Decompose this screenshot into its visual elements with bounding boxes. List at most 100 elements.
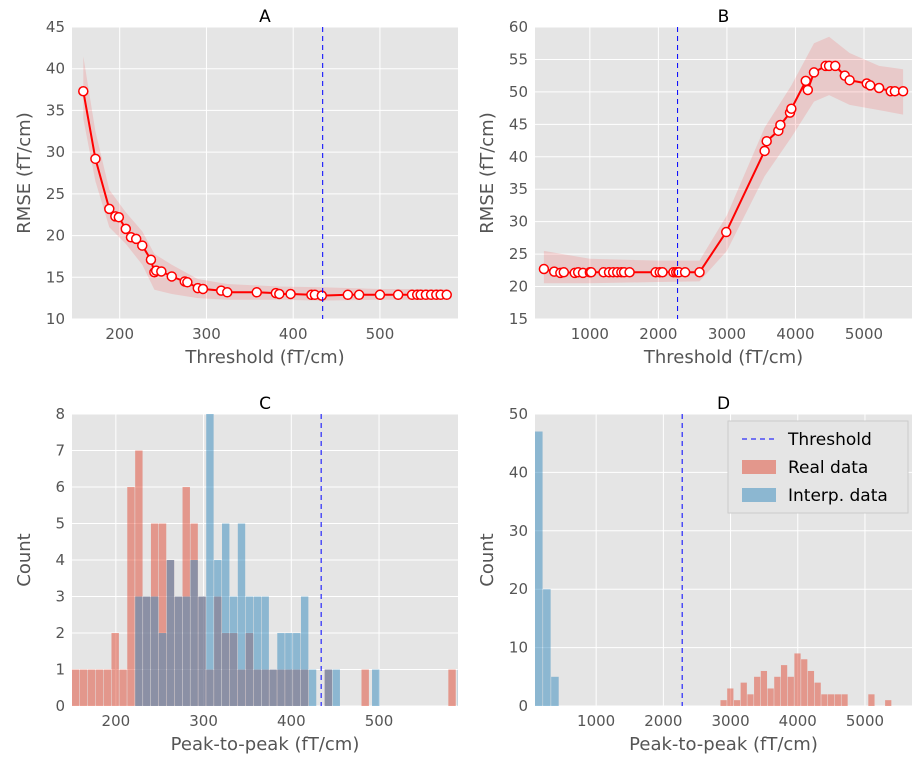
legend-label: Real data (788, 458, 868, 478)
data-point (197, 283, 209, 295)
histogram-bar (95, 669, 104, 706)
y-tick-label: 25 (509, 245, 528, 263)
data-point (441, 289, 452, 301)
histogram-bar (767, 688, 774, 706)
x-tick-label: 4000 (776, 325, 814, 343)
data-point (285, 288, 296, 300)
data-point (873, 82, 885, 94)
x-tick-label: 300 (189, 712, 218, 730)
data-point (316, 290, 328, 301)
histogram-bar (174, 596, 183, 706)
histogram-bar (821, 694, 828, 706)
y-axis-label: RMSE (fT/cm) (14, 112, 35, 233)
histogram-bar (807, 670, 815, 706)
y-tick-label: 40 (509, 148, 528, 166)
y-tick-label: 8 (55, 405, 65, 423)
histogram-bar (814, 682, 821, 706)
x-tick-label: 1000 (577, 712, 615, 730)
histogram-bar (198, 596, 206, 706)
histogram-bar (72, 669, 80, 706)
data-point (800, 75, 812, 87)
data-point (120, 223, 132, 235)
data-point (657, 267, 668, 278)
histogram-bar (372, 669, 380, 706)
histogram-bar (166, 560, 175, 706)
data-point (679, 267, 691, 278)
y-tick-label: 55 (509, 50, 528, 68)
data-point (844, 74, 855, 86)
y-axis-label: Count (14, 533, 35, 586)
data-point (538, 263, 550, 275)
histogram-bar (754, 676, 761, 706)
x-axis-label: Threshold (fT/cm) (643, 347, 803, 368)
histogram-bar (182, 596, 190, 706)
histogram-bar (727, 688, 734, 706)
x-tick-label: 200 (105, 325, 134, 343)
y-tick-label: 20 (509, 278, 528, 296)
data-point (808, 67, 820, 78)
panel-c: 200 300 400 500 0 1 2 3 4 5 6 7 8 C Peak-to-peak (fT/c… (14, 394, 458, 755)
x-tick-label: 5000 (846, 712, 884, 730)
histogram-bar (787, 676, 794, 706)
histogram-bar (448, 669, 456, 706)
histogram-bar (324, 669, 333, 706)
histogram-bar (551, 676, 559, 706)
legend-swatch (742, 460, 776, 474)
histogram-bar (158, 633, 167, 706)
y-tick-label: 40 (46, 60, 65, 78)
x-tick-label: 5000 (845, 325, 883, 343)
histogram-bar (222, 523, 230, 706)
x-tick-label: 300 (192, 325, 221, 343)
histogram-bar (253, 596, 261, 706)
data-point (137, 240, 148, 251)
x-tick-label: 3000 (708, 325, 746, 343)
legend-label: Interp. data (788, 486, 888, 506)
y-tick-label: 30 (46, 143, 65, 161)
x-tick-label: 2000 (639, 325, 677, 343)
data-point (342, 289, 354, 301)
histogram-bar (206, 414, 214, 706)
data-point (90, 153, 101, 165)
histogram-bar (79, 669, 88, 706)
data-point (353, 289, 365, 301)
histogram-bar (801, 659, 808, 706)
histogram-bar (733, 700, 741, 706)
y-tick-label: 50 (509, 83, 528, 101)
data-point (864, 80, 876, 91)
y-tick-label: 50 (509, 405, 528, 423)
x-tick-label: 4000 (779, 712, 817, 730)
histogram-bar (300, 596, 309, 706)
data-point (761, 135, 772, 147)
histogram-bar (720, 700, 727, 706)
histogram-bar (285, 633, 293, 706)
legend-label: Threshold (787, 430, 872, 450)
y-tick-label: 7 (55, 442, 65, 460)
histogram-bar (760, 670, 768, 706)
histogram-bar (308, 669, 317, 706)
data-point (802, 84, 814, 96)
histogram-bar (214, 560, 222, 706)
y-tick-label: 35 (509, 180, 528, 198)
data-point (786, 103, 797, 115)
data-point (759, 145, 770, 157)
y-tick-label: 25 (46, 185, 65, 203)
y-tick-label: 0 (55, 697, 65, 715)
data-point (182, 277, 193, 288)
histogram-bar (111, 633, 119, 706)
histogram-bar (794, 653, 801, 706)
y-tick-label: 30 (509, 522, 528, 540)
y-tick-label: 30 (509, 213, 528, 231)
histogram-bar (277, 633, 285, 706)
data-point (829, 60, 841, 72)
histogram-bar (245, 596, 254, 706)
histogram-bar (135, 596, 143, 706)
histogram-bar (747, 694, 754, 706)
x-axis-label: Threshold (fT/cm) (184, 347, 344, 368)
histogram-bar (87, 669, 96, 706)
histogram-bar (774, 676, 781, 706)
data-point (694, 267, 705, 278)
chart-title: C (259, 394, 271, 414)
data-point (222, 287, 233, 298)
y-tick-label: 3 (55, 588, 65, 606)
